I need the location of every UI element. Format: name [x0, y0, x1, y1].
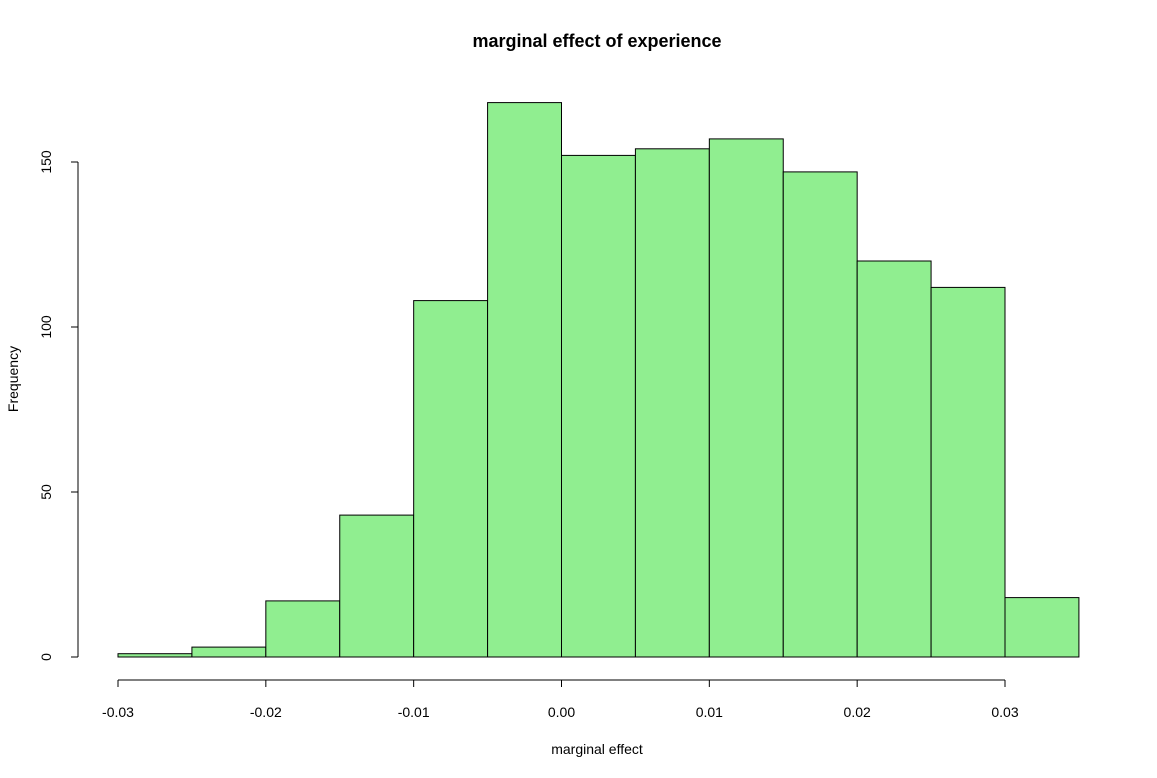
- y-tick-label: 0: [38, 653, 54, 661]
- histogram-bar: [191, 646, 267, 658]
- x-axis: -0.03 -0.02 -0.01 0.00 0.01 0.02 0.03: [102, 679, 1019, 720]
- histogram-bar: [930, 286, 1006, 658]
- x-tick-label: -0.02: [250, 704, 282, 720]
- histogram-bar: [413, 300, 489, 658]
- x-tick-label: 0.00: [548, 704, 575, 720]
- y-tick-label: 100: [38, 315, 54, 339]
- histogram-bar: [1004, 597, 1080, 658]
- histogram-bar: [708, 138, 784, 658]
- histogram-bar: [634, 148, 710, 658]
- x-axis-label: marginal effect: [551, 741, 643, 757]
- y-tick-label: 150: [38, 150, 54, 174]
- histogram-bar: [339, 514, 415, 658]
- x-tick-label: 0.01: [696, 704, 723, 720]
- histogram-bar: [856, 260, 932, 658]
- histogram-bar: [782, 171, 858, 658]
- x-tick-label: -0.01: [398, 704, 430, 720]
- bars-group: [117, 102, 1080, 658]
- chart-title: marginal effect of experience: [472, 31, 721, 51]
- x-tick-label: 0.02: [844, 704, 871, 720]
- y-axis-label: Frequency: [5, 346, 21, 412]
- histogram-bar: [117, 653, 193, 658]
- histogram-bar: [265, 600, 341, 658]
- y-axis: 0 50 100 150: [38, 150, 79, 661]
- x-tick-label: -0.03: [102, 704, 134, 720]
- histogram-bar: [561, 154, 636, 658]
- x-tick-label: 0.03: [991, 704, 1018, 720]
- y-tick-label: 50: [38, 484, 54, 500]
- histogram-bar: [487, 102, 563, 658]
